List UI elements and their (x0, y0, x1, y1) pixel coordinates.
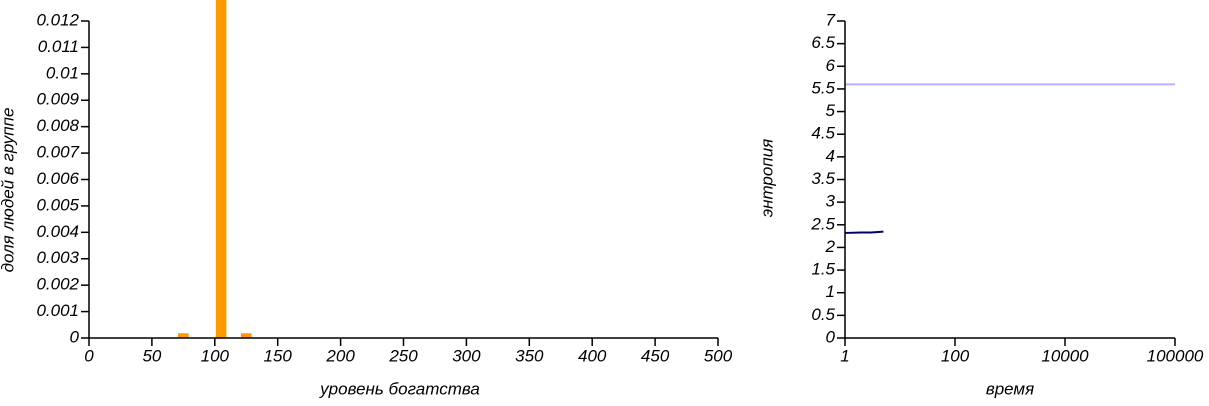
y-tick-label: 1.5 (811, 260, 835, 279)
bars (178, 0, 252, 338)
y-tick-label: 2 (825, 237, 836, 256)
x-tick-label: 50 (142, 346, 161, 365)
y-tick-label: 0.009 (36, 90, 79, 109)
y-tick-label: 4.5 (811, 124, 835, 143)
y-tick-label: 3 (826, 192, 836, 211)
y-tick-label: 2.5 (810, 214, 835, 233)
y-tick-label: 6.5 (811, 33, 835, 52)
y-tick-label: 0.003 (36, 248, 79, 267)
x-axis-label: уровень богатства (319, 379, 480, 398)
y-tick-label: 0.002 (36, 275, 79, 294)
y-tick-label: 0.006 (36, 169, 79, 188)
x-tick-label: 100 (941, 346, 970, 365)
y-tick-label: 0.01 (46, 63, 79, 82)
x-tick-label: 500 (704, 346, 733, 365)
x-tick-label: 400 (578, 346, 607, 365)
x-tick-label: 100000 (1147, 346, 1204, 365)
y-tick-label: 3.5 (811, 169, 835, 188)
y-tick-label: 0.001 (36, 301, 79, 320)
bar (178, 333, 189, 338)
x-tick-label: 250 (388, 346, 418, 365)
x-tick-label: 300 (452, 346, 481, 365)
x-tick-label: 350 (515, 346, 544, 365)
y-tick-label: 0.005 (36, 195, 79, 214)
series-line (844, 230, 884, 234)
x-tick-label: 1 (840, 346, 849, 365)
y-tick-label: 1 (826, 282, 835, 301)
x-axis-label: время (986, 379, 1034, 398)
y-tick-label: 0 (826, 327, 836, 346)
bar (215, 0, 227, 338)
x-tick-label: 450 (641, 346, 670, 365)
x-tick-label: 100 (201, 346, 230, 365)
y-tick-label: 7 (826, 10, 836, 29)
y-tick-label: 5 (826, 101, 836, 120)
y-tick-label: 0.004 (36, 222, 79, 241)
y-tick-label: 6 (826, 56, 836, 75)
x-tick-label: 0 (84, 346, 94, 365)
x-tick-label: 150 (264, 346, 293, 365)
y-tick-label: 0.008 (36, 116, 79, 135)
y-tick-label: 0.012 (36, 10, 79, 29)
y-tick-label: 4 (826, 146, 835, 165)
y-tick-label: 0 (70, 327, 80, 346)
y-tick-label: 0.5 (811, 305, 835, 324)
y-tick-label: 0.011 (38, 37, 79, 56)
x-tick-label: 200 (325, 346, 355, 365)
x-tick-label: 10000 (1041, 346, 1089, 365)
y-tick-label: 0.007 (36, 143, 79, 162)
bar (240, 333, 252, 338)
y-axis-label: доля людей в группе (0, 108, 17, 273)
y-axis-label: энтропия (757, 139, 776, 217)
y-tick-label: 5.5 (811, 78, 835, 97)
